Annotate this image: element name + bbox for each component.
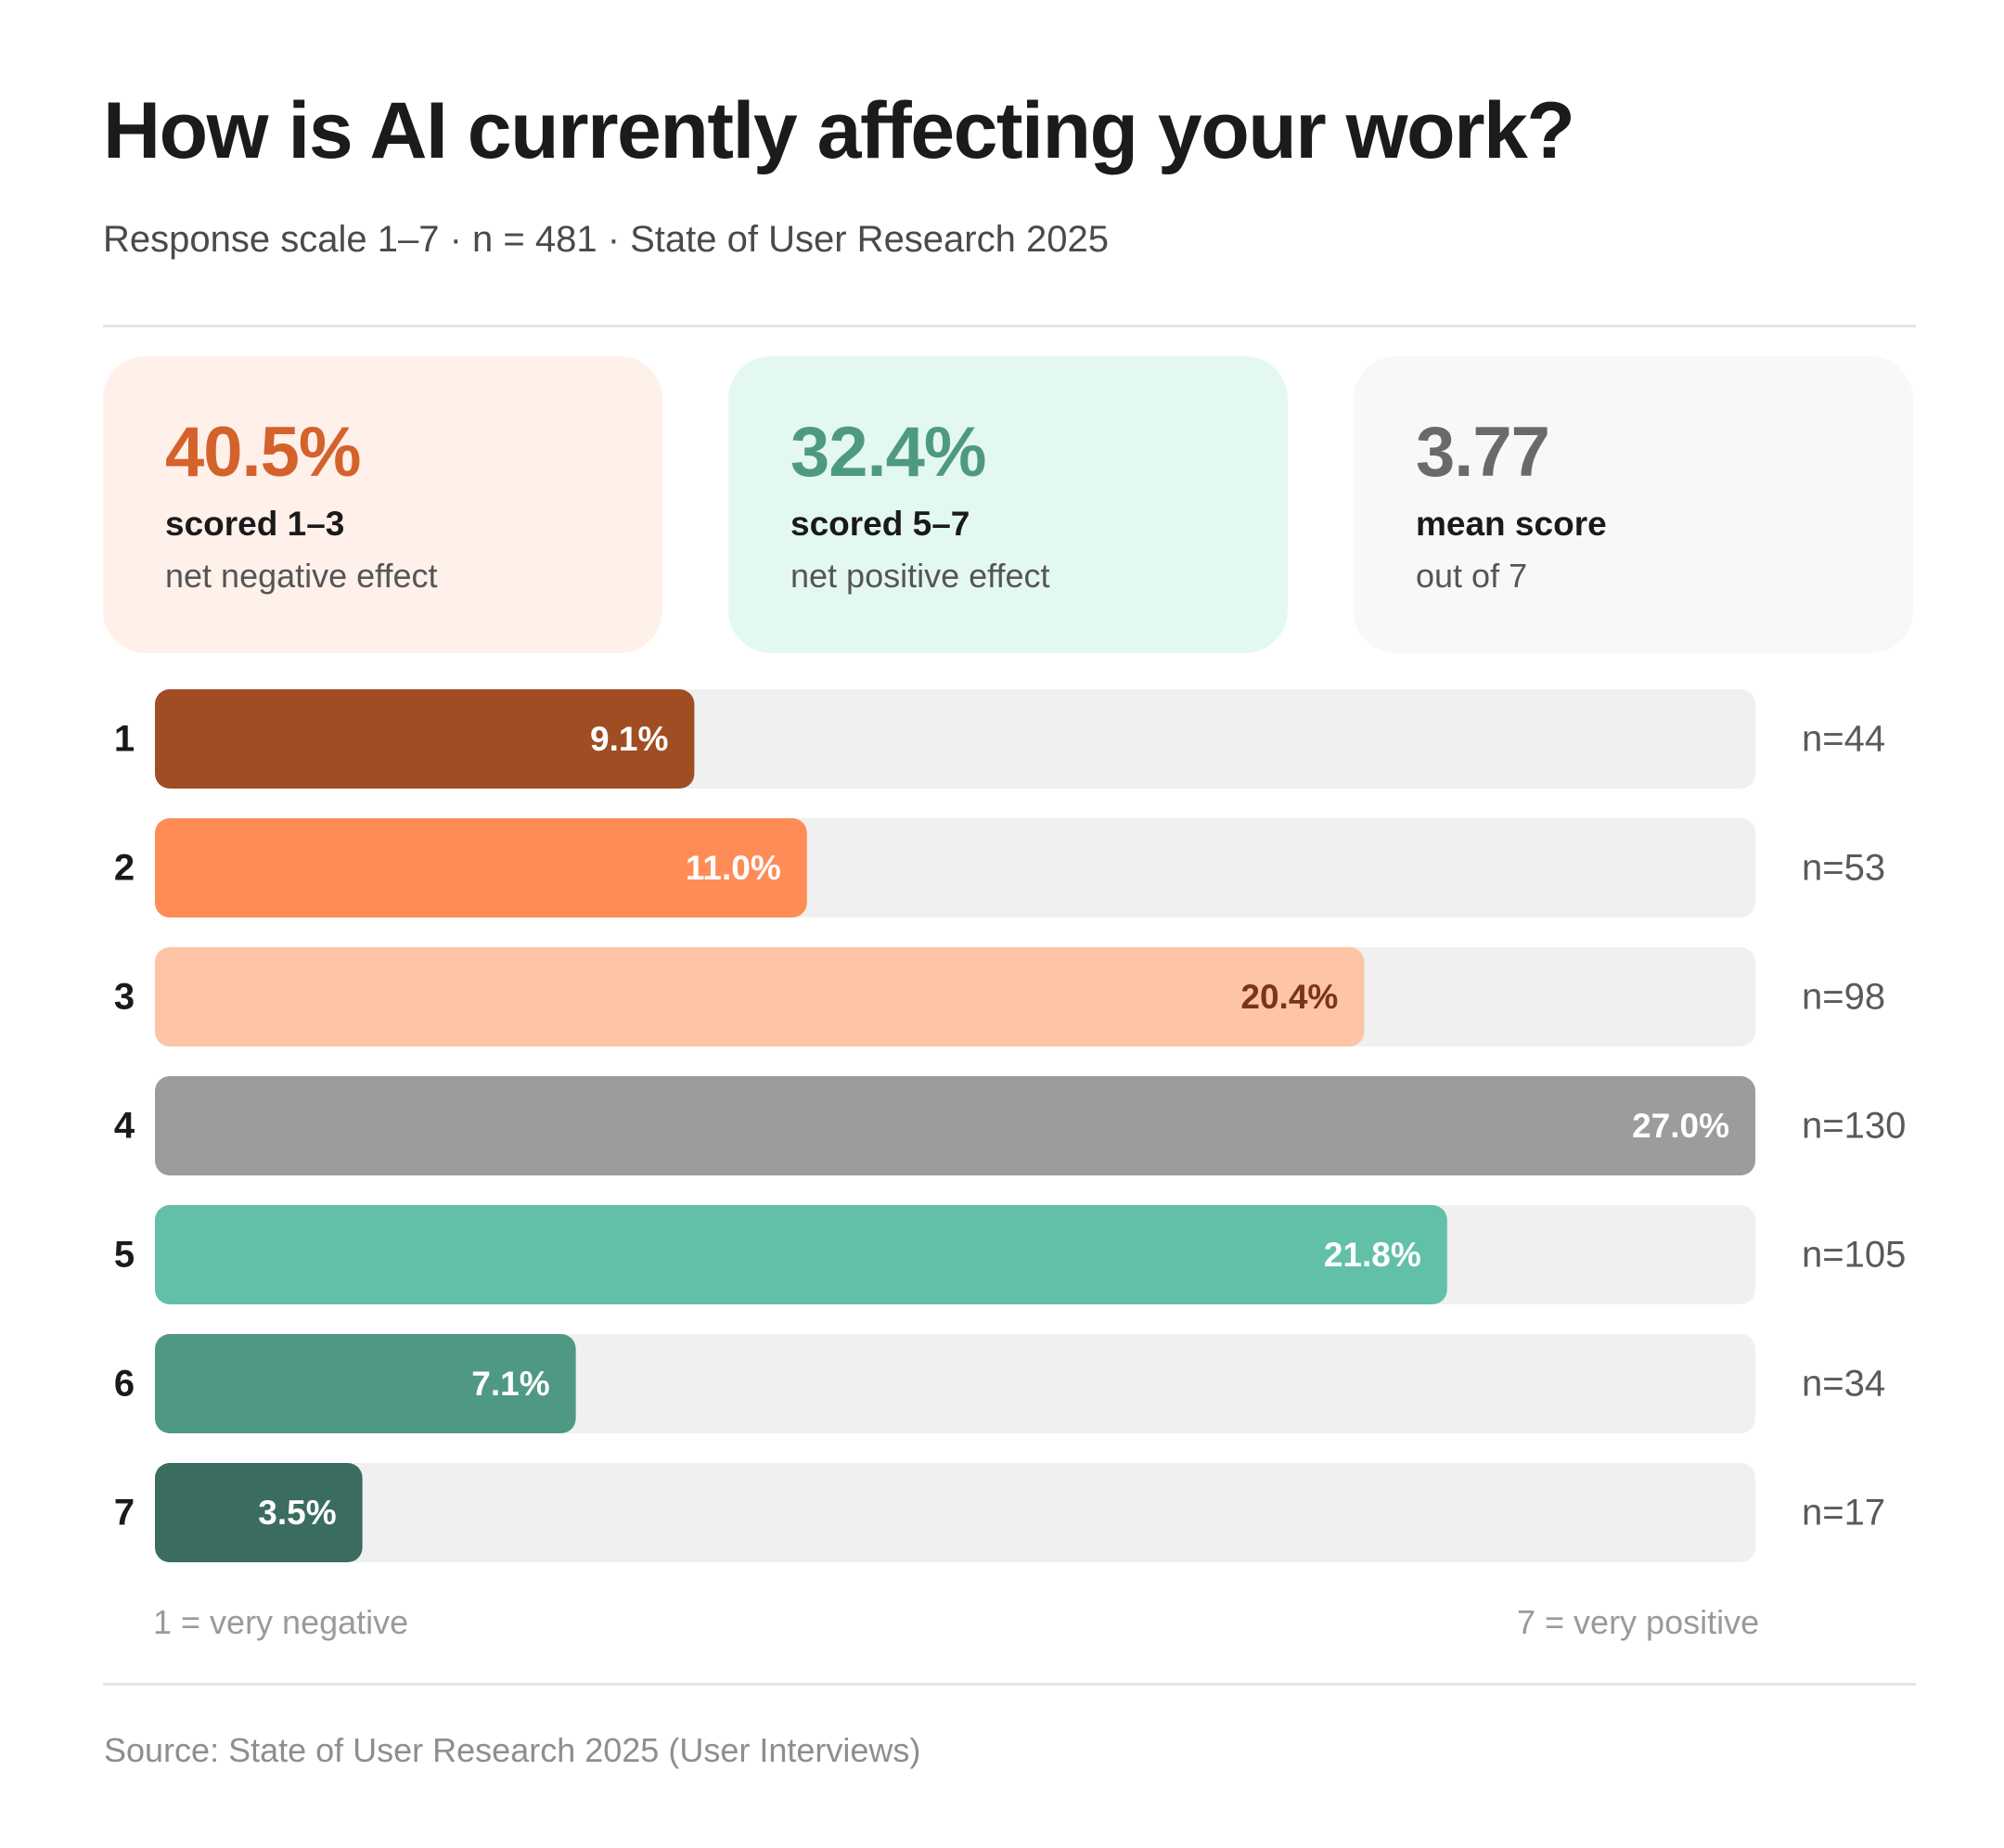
mean-score-label: mean score — [1416, 505, 1607, 543]
category-label: 6 — [114, 1364, 135, 1405]
count-label: n=44 — [1802, 719, 1885, 760]
category-label: 2 — [114, 848, 135, 889]
bar — [155, 1205, 1447, 1304]
category-label: 5 — [114, 1235, 135, 1276]
bar-value-label: 9.1% — [590, 720, 668, 758]
count-label: n=34 — [1802, 1364, 1885, 1405]
negative-summary-card: 40.5% scored 1–3 net negative effect — [103, 356, 662, 653]
count-label: n=98 — [1802, 977, 1885, 1018]
positive-summary-card: 32.4% scored 5–7 net positive effect — [728, 356, 1288, 653]
negative-share-sublabel: net negative effect — [165, 557, 438, 595]
bar — [155, 947, 1365, 1046]
mean-score-sublabel: out of 7 — [1416, 557, 1528, 595]
chart-title: How is AI currently affecting your work? — [103, 86, 1575, 175]
bar — [155, 1076, 1755, 1175]
source-note: Source: State of User Research 2025 (Use… — [104, 1731, 921, 1769]
positive-share-sublabel: net positive effect — [790, 557, 1050, 595]
count-label: n=17 — [1802, 1493, 1885, 1534]
bar-value-label: 11.0% — [686, 849, 781, 887]
negative-share-label: scored 1–3 — [165, 505, 345, 543]
mean-score-value: 3.77 — [1416, 413, 1550, 492]
category-label: 4 — [114, 1106, 135, 1147]
bar-value-label: 21.8% — [1324, 1236, 1421, 1274]
category-label: 1 — [114, 719, 135, 760]
bar-value-label: 27.0% — [1632, 1107, 1729, 1145]
positive-share-label: scored 5–7 — [790, 505, 970, 543]
scale-left-note: 1 = very negative — [153, 1603, 409, 1641]
category-label: 3 — [114, 977, 135, 1018]
positive-share-value: 32.4% — [790, 413, 986, 492]
scale-right-note: 7 = very positive — [1517, 1603, 1760, 1641]
bottom-divider — [103, 1683, 1916, 1686]
category-label: 7 — [114, 1493, 135, 1534]
negative-share-value: 40.5% — [165, 413, 361, 492]
count-label: n=53 — [1802, 848, 1885, 889]
bar-track — [155, 1463, 1755, 1562]
bar — [155, 689, 695, 789]
bar-value-label: 3.5% — [258, 1494, 336, 1532]
bar-value-label: 7.1% — [471, 1365, 549, 1403]
count-label: n=105 — [1802, 1235, 1906, 1276]
bar — [155, 818, 807, 918]
bar-value-label: 20.4% — [1240, 978, 1338, 1016]
top-divider — [103, 325, 1916, 327]
mean-score-card: 3.77 mean score out of 7 — [1354, 356, 1913, 653]
chart-subtitle: Response scale 1–7 · n = 481 · State of … — [103, 219, 1109, 260]
count-label: n=130 — [1802, 1106, 1906, 1147]
bar — [155, 1334, 576, 1433]
bar — [155, 1463, 363, 1562]
